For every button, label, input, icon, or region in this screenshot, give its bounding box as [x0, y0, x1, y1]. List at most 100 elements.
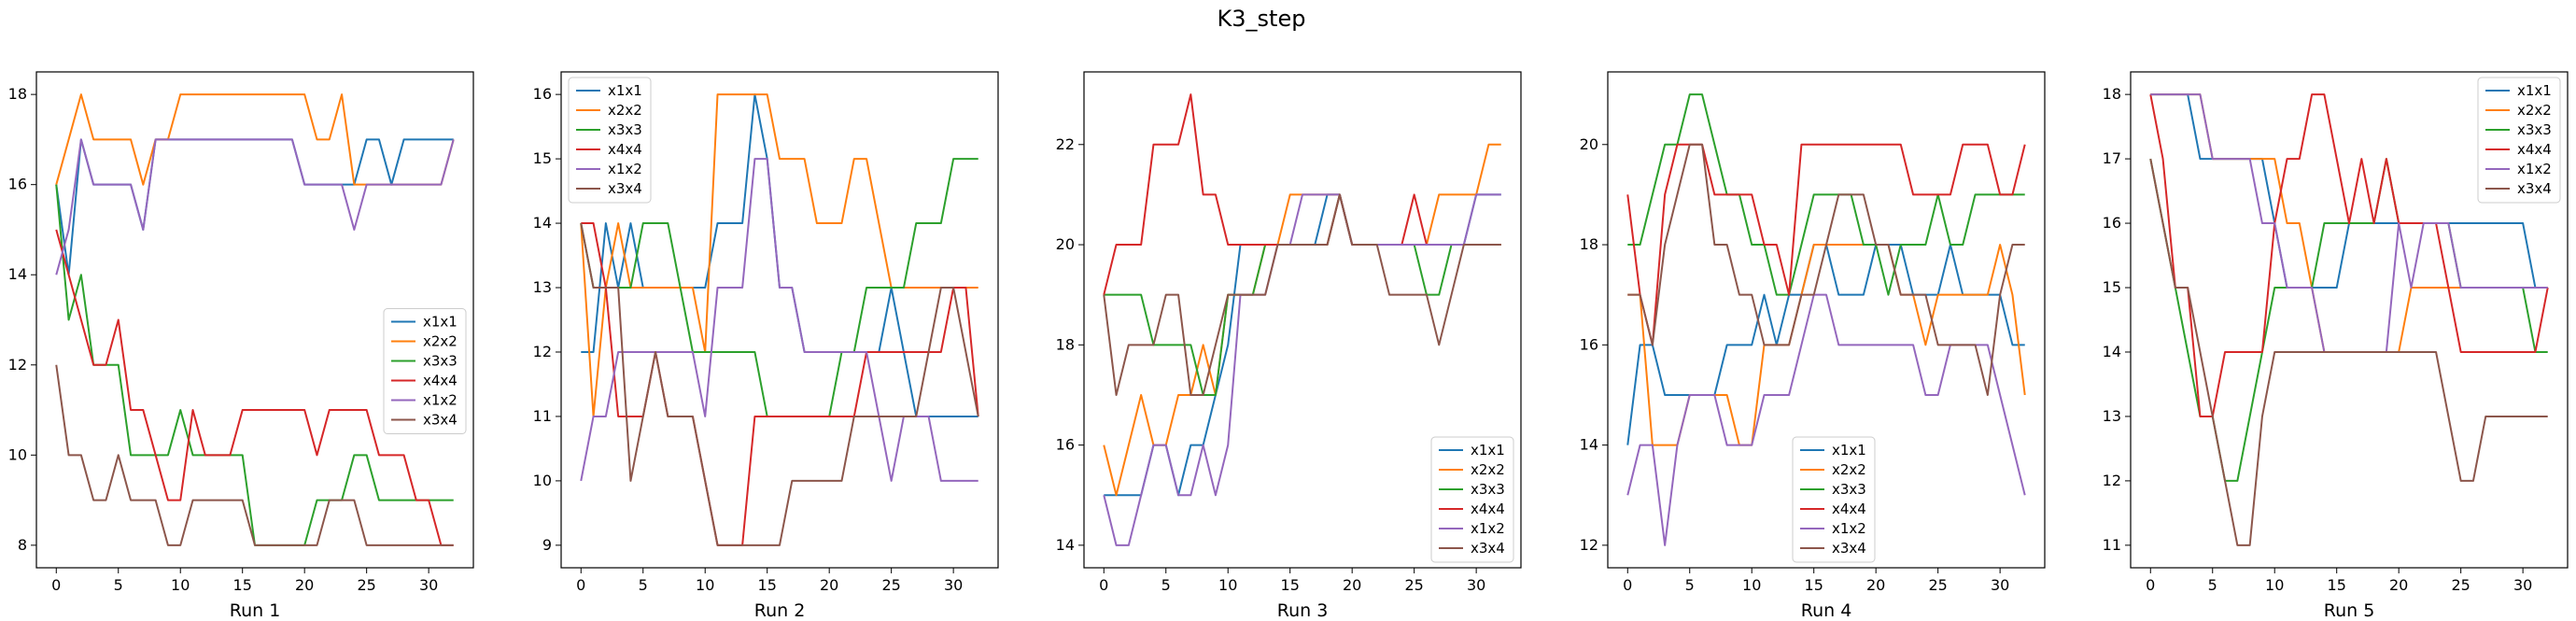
legend-box [1430, 436, 1514, 563]
legend-label: x4x4 [423, 373, 457, 389]
x-tick-label: 10 [1218, 576, 1237, 594]
subplot-5: 0 5 10 15 20 25 30 11 12 13 14 15 16 17 18 Run 5 x1x1 x2x… [2103, 71, 2569, 621]
x-tick-label: 0 [1099, 576, 1108, 594]
x-tick-label: 15 [2328, 576, 2346, 594]
y-tick-label: 22 [1056, 135, 1075, 153]
x-tick-label: 20 [1343, 576, 1361, 594]
axes-frame [1607, 71, 2046, 569]
legend-label: x3x3 [423, 353, 457, 370]
series-line-x1x2 [55, 138, 455, 275]
x-tick-label: 20 [2389, 576, 2408, 594]
legend-label: x3x4 [1471, 540, 1505, 557]
axes-frame [1083, 71, 1522, 569]
x-tick-label: 10 [171, 576, 190, 594]
y-tick-label: 8 [18, 536, 27, 554]
y-tick-label: 13 [533, 278, 552, 296]
series-line-x3x3 [1627, 93, 2025, 296]
y-tick-label: 16 [533, 85, 552, 103]
legend-label: x4x4 [1832, 501, 1866, 517]
legend-box [2477, 77, 2561, 204]
x-tick-label: 25 [357, 576, 375, 594]
legend-label: x1x1 [608, 82, 642, 99]
x-tick-label: 25 [881, 576, 900, 594]
x-tick-label: 20 [295, 576, 314, 594]
axes-frame [35, 71, 474, 569]
legend-box [383, 308, 467, 434]
y-tick-label: 9 [542, 536, 552, 554]
x-tick-label: 25 [1928, 576, 1947, 594]
legend-label: x2x2 [2517, 102, 2552, 119]
series-line-x4x4 [2149, 93, 2549, 417]
x-axis-label: Run 3 [1277, 600, 1329, 621]
legend: x1x1 x2x2 x3x3 x4x4 x1x2 x3x4 [2477, 77, 2561, 204]
y-tick-label: 16 [1580, 335, 1598, 353]
legend-label: x3x4 [2517, 180, 2552, 197]
y-tick-label: 20 [1580, 135, 1598, 153]
subplot-2: 0 5 10 15 20 25 30 9 10 11 12 13 14 15 16 Run 2 x1x1 x2x2… [533, 71, 999, 621]
y-tick-label: 16 [1056, 436, 1075, 454]
series-line-x3x4 [55, 364, 454, 546]
series-line-x3x4 [1103, 193, 1501, 396]
x-tick-label: 30 [419, 576, 438, 594]
y-tick-label: 18 [1056, 335, 1075, 353]
x-tick-label: 30 [2513, 576, 2532, 594]
x-tick-label: 25 [2451, 576, 2470, 594]
x-tick-label: 5 [1161, 576, 1171, 594]
y-tick-label: 16 [2103, 214, 2121, 232]
legend-label: x4x4 [2517, 141, 2552, 158]
legend-label: x3x4 [423, 412, 457, 429]
y-tick-label: 18 [1580, 235, 1598, 253]
legend-label: x1x2 [1832, 520, 1866, 537]
x-tick-label: 10 [2265, 576, 2284, 594]
x-tick-label: 0 [576, 576, 585, 594]
legend-label: x3x3 [2517, 121, 2552, 138]
y-tick-label: 16 [8, 176, 27, 193]
legend-label: x2x2 [423, 333, 457, 350]
x-tick-label: 10 [1742, 576, 1761, 594]
x-tick-label: 5 [114, 576, 123, 594]
x-tick-label: 5 [1685, 576, 1695, 594]
legend-label: x1x1 [1832, 442, 1866, 459]
axes-frame [560, 71, 999, 569]
legend-label: x1x1 [1471, 442, 1505, 459]
x-tick-label: 5 [639, 576, 648, 594]
y-tick-label: 18 [8, 85, 27, 103]
legend-label: x1x2 [423, 392, 457, 409]
x-tick-label: 10 [696, 576, 714, 594]
x-axis-label: Run 2 [754, 600, 806, 621]
series-line-x3x4 [2149, 158, 2548, 546]
x-tick-label: 30 [944, 576, 963, 594]
y-tick-label: 18 [2103, 85, 2121, 103]
x-axis-label: Run 4 [1801, 600, 1852, 621]
legend-label: x4x4 [608, 141, 642, 158]
y-tick-label: 10 [8, 445, 27, 463]
x-tick-label: 15 [233, 576, 252, 594]
legend-box [1792, 436, 1876, 563]
series-line-x3x4 [580, 222, 979, 546]
y-tick-label: 17 [2103, 149, 2121, 167]
series-line-x2x2 [580, 93, 978, 417]
legend-label: x3x3 [1471, 481, 1505, 498]
y-tick-label: 14 [2103, 343, 2121, 360]
y-tick-label: 12 [8, 356, 27, 374]
x-tick-label: 15 [1805, 576, 1823, 594]
y-tick-label: 14 [1580, 436, 1598, 454]
legend-label: x2x2 [1832, 461, 1866, 478]
x-axis-label: Run 1 [230, 600, 281, 621]
x-tick-label: 30 [1991, 576, 2009, 594]
x-axis-label: Run 5 [2324, 600, 2375, 621]
x-tick-label: 25 [1404, 576, 1423, 594]
x-tick-label: 20 [1866, 576, 1885, 594]
y-tick-label: 14 [8, 265, 27, 283]
y-tick-label: 14 [533, 214, 552, 232]
legend-label: x4x4 [1471, 501, 1505, 517]
x-tick-label: 0 [51, 576, 61, 594]
y-tick-label: 12 [2103, 472, 2121, 489]
legend-label: x1x2 [1471, 520, 1505, 537]
subplot-1: 0 5 10 15 20 25 30 8 10 12 14 16 18 Run 1 x1x1 x2x2 x3x3… [8, 71, 474, 621]
y-tick-label: 10 [533, 472, 552, 489]
y-tick-label: 15 [2103, 278, 2121, 296]
